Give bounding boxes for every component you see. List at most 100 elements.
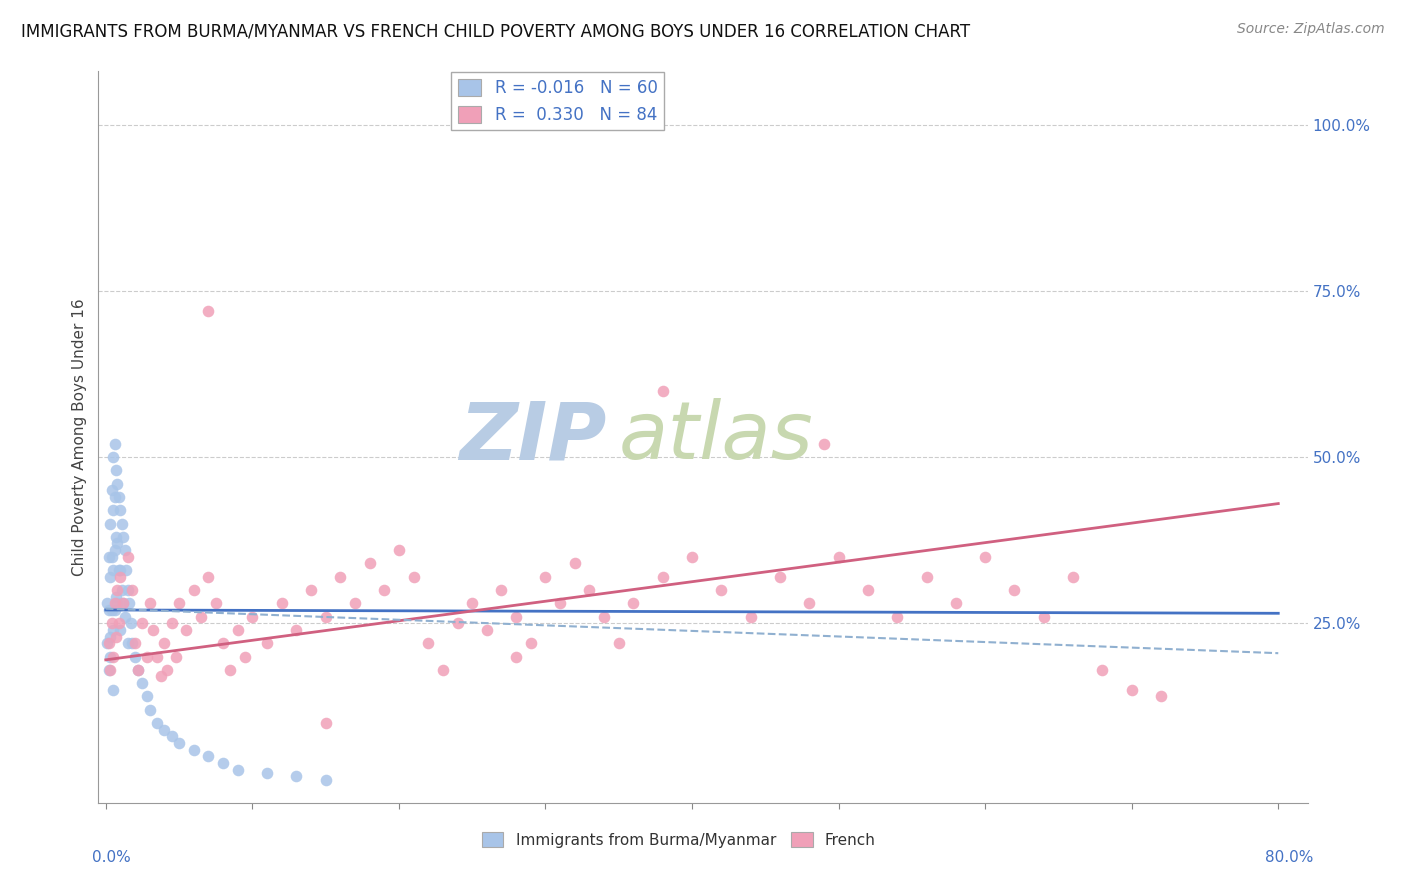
Point (240, 609, 263, 624)
Point (105, 590, 128, 604)
Point (475, 623, 498, 637)
Point (103, 490, 125, 504)
Point (167, 596, 190, 610)
Point (101, 450, 124, 464)
Point (150, 669, 173, 683)
Point (107, 596, 129, 610)
Point (101, 563, 124, 577)
Point (359, 557, 381, 571)
Point (710, 582, 733, 597)
Point (564, 557, 586, 571)
Point (138, 596, 160, 610)
Point (827, 549, 849, 564)
Point (114, 609, 136, 624)
Point (1091, 663, 1114, 677)
Point (101, 682, 124, 697)
Point (98, 649, 121, 664)
Text: 80.0%: 80.0% (1265, 850, 1313, 865)
Point (131, 676, 153, 690)
Point (197, 749, 219, 764)
Point (98, 630, 121, 644)
Point (108, 563, 131, 577)
Point (212, 756, 235, 770)
Point (418, 636, 440, 650)
Point (110, 570, 132, 584)
Text: 0.0%: 0.0% (93, 850, 131, 865)
Point (146, 716, 169, 731)
Point (100, 616, 122, 631)
Point (799, 596, 821, 610)
Point (135, 690, 157, 704)
Point (160, 616, 183, 631)
Point (299, 582, 322, 597)
Point (681, 549, 703, 564)
Point (226, 763, 249, 777)
Point (138, 703, 160, 717)
Point (108, 490, 131, 504)
Point (343, 596, 366, 610)
Point (103, 543, 125, 558)
Point (461, 596, 484, 610)
Text: IMMIGRANTS FROM BURMA/MYANMAR VS FRENCH CHILD POVERTY AMONG BOYS UNDER 16 CORREL: IMMIGRANTS FROM BURMA/MYANMAR VS FRENCH … (21, 22, 970, 40)
Legend: Immigrants from Burma/Myanmar, French: Immigrants from Burma/Myanmar, French (475, 825, 882, 854)
Point (124, 649, 146, 664)
Point (100, 549, 122, 564)
Point (548, 596, 571, 610)
Point (156, 663, 179, 677)
Point (120, 616, 142, 631)
Point (1032, 609, 1054, 624)
Point (176, 623, 198, 637)
Point (915, 570, 938, 584)
Point (98, 663, 121, 677)
Point (505, 609, 527, 624)
Point (190, 609, 212, 624)
Point (183, 742, 205, 756)
Point (97, 603, 120, 617)
Point (105, 630, 128, 644)
Point (96, 596, 118, 610)
Point (101, 503, 124, 517)
Point (197, 570, 219, 584)
Point (115, 563, 138, 577)
Point (886, 609, 908, 624)
Point (165, 649, 187, 664)
Point (97, 663, 120, 677)
Point (740, 609, 762, 624)
Point (373, 582, 395, 597)
Point (127, 663, 149, 677)
Point (105, 530, 128, 544)
Point (813, 436, 835, 450)
Point (167, 736, 190, 750)
Point (117, 636, 139, 650)
Point (534, 570, 557, 584)
Point (1150, 690, 1173, 704)
Point (183, 582, 205, 597)
Point (520, 636, 543, 650)
Point (1062, 570, 1084, 584)
Point (491, 582, 513, 597)
Point (142, 623, 165, 637)
Point (98, 516, 121, 531)
Point (107, 536, 129, 550)
Point (621, 596, 644, 610)
Text: atlas: atlas (619, 398, 813, 476)
Point (107, 476, 129, 491)
Point (160, 729, 183, 743)
Text: Source: ZipAtlas.com: Source: ZipAtlas.com (1237, 22, 1385, 37)
Point (153, 636, 176, 650)
Point (974, 549, 997, 564)
Point (446, 616, 468, 631)
Point (110, 623, 132, 637)
Point (97, 636, 120, 650)
Point (108, 616, 131, 631)
Point (270, 596, 292, 610)
Point (153, 723, 176, 737)
Point (117, 549, 139, 564)
Point (593, 609, 616, 624)
Point (505, 649, 527, 664)
Point (100, 603, 122, 617)
Point (945, 596, 967, 610)
Point (769, 570, 792, 584)
Point (111, 516, 134, 531)
Point (856, 582, 879, 597)
